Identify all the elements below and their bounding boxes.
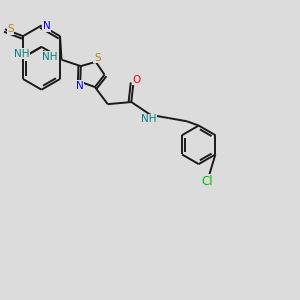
Text: Cl: Cl (202, 175, 213, 188)
Text: N: N (43, 21, 51, 32)
Text: O: O (132, 75, 140, 85)
Text: NH: NH (43, 52, 58, 62)
Text: NH: NH (14, 49, 29, 59)
Text: S: S (7, 24, 14, 34)
Text: S: S (94, 53, 101, 63)
Text: N: N (76, 81, 83, 91)
Text: NH: NH (141, 114, 157, 124)
